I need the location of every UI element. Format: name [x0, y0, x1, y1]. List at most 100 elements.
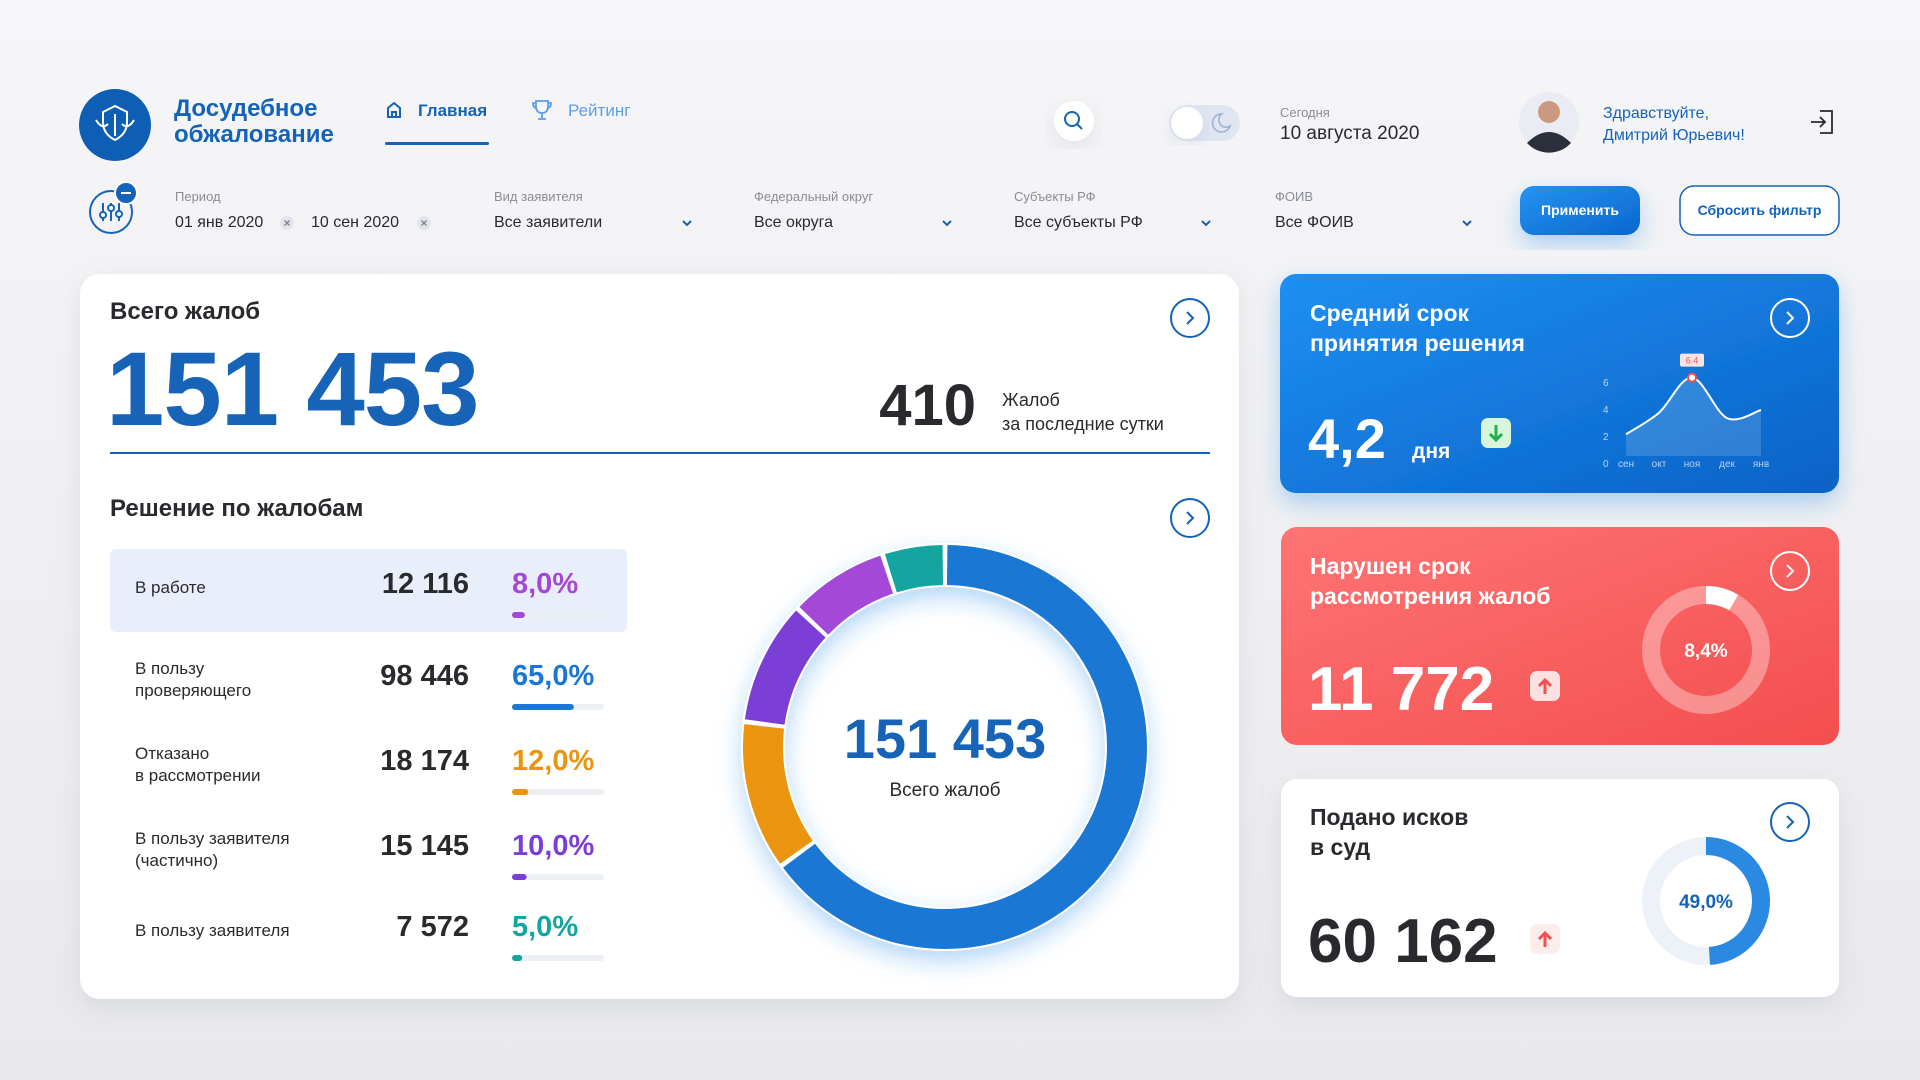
- clear-button[interactable]: [280, 216, 294, 230]
- filter-value[interactable]: Все субъекты РФ: [1014, 214, 1143, 231]
- progress-track: [512, 612, 604, 618]
- donut-segment: [799, 555, 894, 636]
- ring-track: [1642, 837, 1770, 965]
- logo: [79, 89, 151, 161]
- period-to[interactable]: 10 сен 2020: [311, 214, 400, 231]
- row-share: 10,0%: [512, 830, 595, 862]
- row-count: 18 174: [380, 745, 469, 777]
- row-label: В пользу заявителя: [135, 921, 290, 940]
- nav-rating[interactable]: Рейтинг: [568, 101, 631, 120]
- filter-badge[interactable]: [114, 181, 138, 205]
- select-chevron[interactable]: [1462, 220, 1472, 227]
- divider: [110, 452, 1210, 454]
- arrow-up: [1537, 930, 1553, 947]
- progress-bar: [512, 612, 525, 618]
- spark-x-label: сен: [1618, 459, 1634, 470]
- period-from[interactable]: 01 янв 2020: [175, 214, 264, 231]
- card-title: Средний срок принятия решения: [1310, 300, 1525, 356]
- filter-icon[interactable]: [89, 190, 133, 234]
- progress-bar: [512, 789, 529, 795]
- donut-center-label: Всего жалоб: [889, 780, 1001, 801]
- arrow-icon: [1786, 564, 1795, 578]
- progress-bar: [512, 704, 574, 710]
- progress-track: [512, 704, 604, 710]
- arrow-icon: [1186, 311, 1195, 325]
- arrow-button[interactable]: [1770, 551, 1810, 591]
- row-label: В пользу заявителя (частично): [135, 829, 290, 870]
- apply-label[interactable]: Применить: [1541, 202, 1619, 218]
- spark-x-label: янв: [1753, 459, 1769, 470]
- filter-value[interactable]: Все ФОИВ: [1275, 214, 1354, 231]
- row-share: 65,0%: [512, 660, 595, 692]
- select-chevron[interactable]: [942, 220, 952, 227]
- reset-label[interactable]: Сбросить фильтр: [1697, 202, 1822, 218]
- nav-underline: [385, 142, 489, 145]
- ring-label: 49,0%: [1679, 892, 1733, 913]
- filter-knob: [107, 204, 115, 212]
- total-title: Всего жалоб: [110, 298, 261, 325]
- arrow-icon: [1186, 511, 1195, 525]
- arrow-up: [1537, 677, 1553, 694]
- spark-y-label: 2: [1603, 432, 1609, 443]
- arrow-button[interactable]: [1170, 498, 1210, 538]
- ring-arc: [1705, 837, 1770, 965]
- filter-value[interactable]: Все заявители: [494, 214, 603, 231]
- spark-y-label: 0: [1603, 459, 1609, 470]
- avatar: [1519, 92, 1579, 152]
- avatar-face: [1538, 101, 1560, 123]
- logout-icon[interactable]: [1811, 110, 1833, 134]
- row-label: В работе: [135, 578, 206, 597]
- arrow-button[interactable]: [1170, 298, 1210, 338]
- search-button[interactable]: [1054, 101, 1094, 141]
- filter-label: Федеральный округ: [754, 189, 874, 204]
- row-count: 98 446: [380, 660, 469, 692]
- date: 10 августа 2020: [1280, 123, 1420, 144]
- select-chevron[interactable]: [682, 220, 692, 227]
- row-count: 12 116: [381, 568, 469, 600]
- donut-center-value: 151 453: [843, 707, 1047, 770]
- filter-label: Вид заявителя: [494, 189, 583, 204]
- arrow-button[interactable]: [1770, 298, 1810, 338]
- filter-label: Период: [175, 189, 221, 204]
- progress-track: [512, 874, 604, 880]
- filter-knob: [115, 210, 123, 218]
- decisions-title: Решение по жалобам: [110, 495, 364, 522]
- arrow-button[interactable]: [1770, 802, 1810, 842]
- theme-toggle[interactable]: [1169, 105, 1240, 141]
- select-chevron[interactable]: [1201, 220, 1211, 227]
- clear-button[interactable]: [417, 216, 431, 230]
- spark-peak: [1687, 372, 1697, 383]
- arrow-icon: [1786, 311, 1795, 325]
- filter-value[interactable]: Все округа: [754, 214, 834, 231]
- progress-bar: [512, 874, 527, 880]
- trophy-icon: [532, 100, 552, 120]
- row-count: 15 145: [380, 830, 469, 862]
- row-label: В пользу проверяющего: [135, 659, 252, 700]
- brand: Досудебное обжалование: [174, 95, 334, 148]
- card-value: 4,2: [1308, 407, 1386, 470]
- avatar-body: [1527, 132, 1571, 153]
- arrow-down: [1488, 425, 1504, 443]
- row-label: Отказано в рассмотрении: [135, 744, 261, 785]
- spark-line: [1625, 376, 1762, 436]
- arrow-icon: [1786, 815, 1795, 829]
- row-share: 12,0%: [512, 745, 595, 777]
- nav-home[interactable]: Главная: [418, 101, 488, 120]
- search-icon: [1064, 111, 1080, 127]
- greeting: Здравствуйте, Дмитрий Юрьевич!: [1603, 105, 1745, 144]
- spark-peak-box: [1680, 353, 1704, 367]
- row-count: 7 572: [396, 911, 469, 943]
- filter-label: Субъекты РФ: [1014, 189, 1096, 204]
- logo-emblem: [102, 104, 128, 142]
- moon-icon: [1211, 113, 1232, 133]
- filter-label: ФОИВ: [1275, 189, 1314, 204]
- trend-down-badge: [1481, 418, 1511, 448]
- home-icon: [387, 101, 401, 118]
- toggle-knob: [1171, 107, 1203, 139]
- search-icon: [1076, 123, 1083, 130]
- recent-value: 410: [879, 373, 976, 438]
- card-value: 60 162: [1308, 907, 1498, 976]
- card-title: Подано исков в суд: [1310, 804, 1469, 860]
